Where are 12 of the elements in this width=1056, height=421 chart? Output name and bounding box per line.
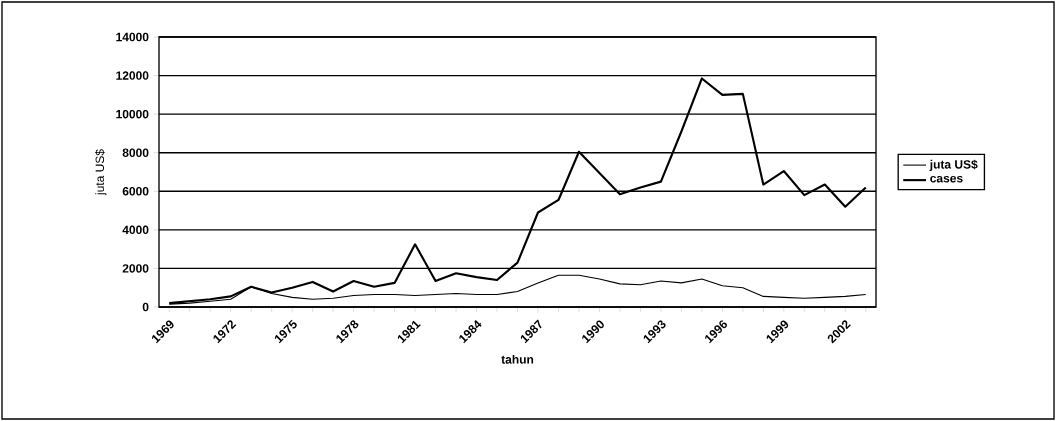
x-axis-title: tahun — [501, 354, 534, 364]
legend-label: cases — [930, 175, 963, 183]
y-tick-label: 12000 — [116, 71, 149, 80]
y-axis-title: juta US$ — [95, 149, 107, 196]
y-tick-label: 6000 — [122, 187, 149, 196]
y-tick-label: 2000 — [122, 264, 149, 273]
y-tick-label: 10000 — [116, 109, 149, 119]
y-tick-label: 14000 — [116, 32, 149, 42]
y-tick-label: 8000 — [122, 148, 149, 157]
y-tick-label: 4000 — [122, 225, 149, 235]
legend-label: juta US$ — [929, 159, 978, 172]
y-tick-label: 0 — [142, 302, 149, 312]
